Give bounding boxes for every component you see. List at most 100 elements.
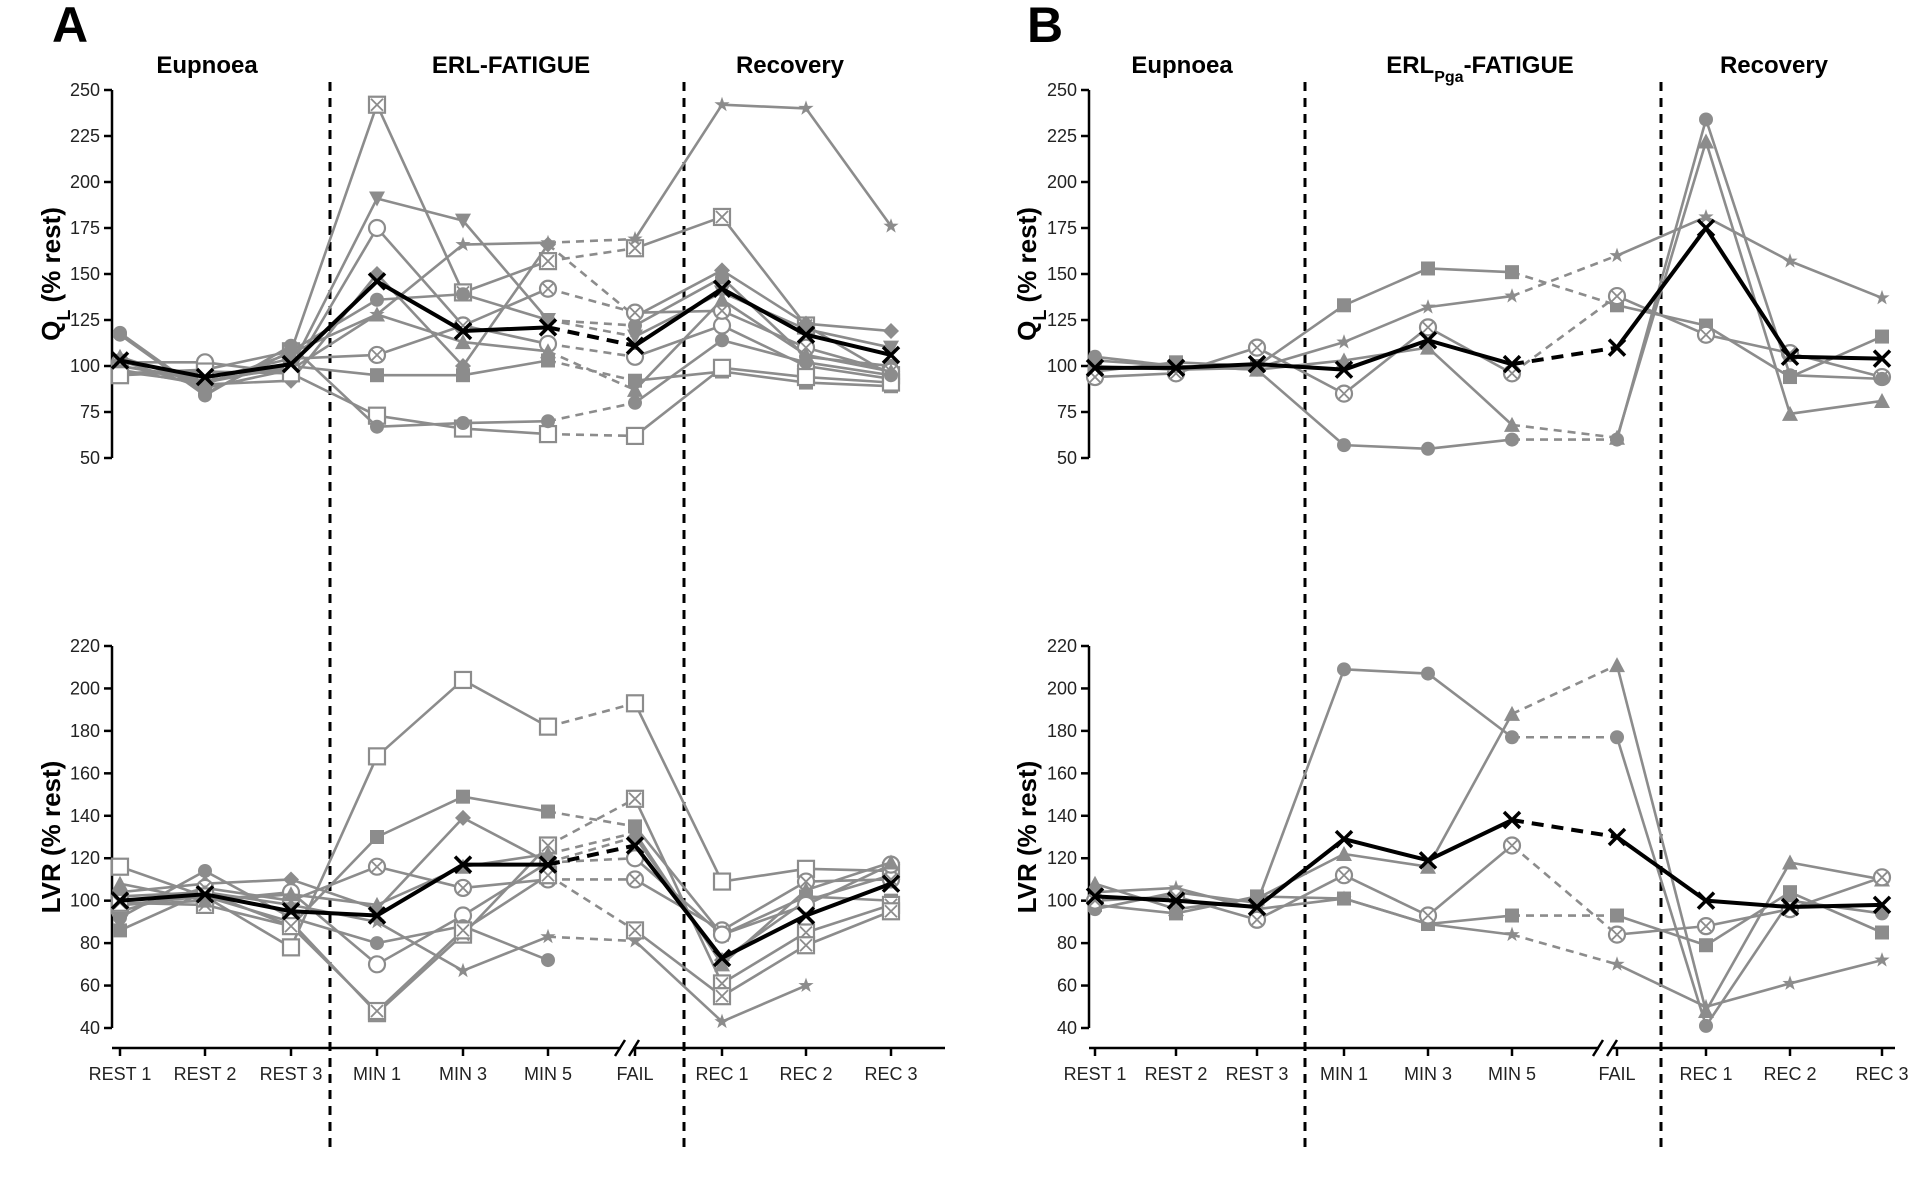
- panel-A-x-tick-label: REST 1: [89, 1064, 152, 1084]
- panel-A-bottom-series-9-segment: [119, 882, 206, 902]
- panel-A-bottom-series-3-point: [625, 870, 645, 889]
- panel-A-x-tick-label: MIN 5: [524, 1064, 572, 1084]
- panel-A-phase-label: Eupnoea: [156, 52, 258, 79]
- panel-A-top-series-3-segment: [634, 324, 723, 359]
- panel-A-top-series-1-point: [627, 231, 643, 246]
- panel-B-bottom-series-4-segment: [1256, 874, 1345, 921]
- panel-A-bottom-series-9-point: [883, 854, 899, 870]
- panel-A-bottom-series-8-segment: [376, 929, 464, 1012]
- panel-A-bottom-series-1-point: [456, 789, 470, 804]
- panel-A-top-series-4-point: [798, 315, 814, 332]
- panel-A-bottom-series-1-segment: [462, 795, 549, 813]
- panel-A-top-series-2-point: [883, 340, 899, 356]
- panel-A-bottom-series-8-point: [881, 902, 901, 921]
- panel-A-top-series-1-point: [798, 100, 814, 115]
- panel-A-top-series-6-point: [367, 345, 387, 365]
- panel-B-top-series-2-segment: [1427, 346, 1513, 426]
- panel-A-top-series-6-segment: [634, 309, 723, 314]
- panel-B-bottom-series-4-point: [1334, 866, 1354, 885]
- panel-A-bottom-plot: 40 60 80 100 120 140 160 180 200 220 LVR (% rest): [36, 636, 901, 1038]
- panel-B-top-series-1: [1087, 209, 1890, 377]
- panel-A-bottom-series-3-point: [367, 857, 387, 876]
- panel-B-bottom-series-4-point: [1696, 917, 1716, 936]
- panel-A-top-series-3-point: [712, 316, 732, 335]
- panel-B-top-mean-point: [1502, 354, 1522, 374]
- panel-A-top-series-4-segment: [461, 243, 550, 367]
- panel-B-top-series-4-segment: [1094, 355, 1177, 368]
- panel-B-top-mean-series: [1085, 218, 1892, 379]
- panel-A-bottom-series-6-segment: [462, 935, 549, 972]
- panel-A-bottom-series-3-segment: [462, 878, 549, 890]
- panel-B-axis-break: [1591, 1039, 1619, 1057]
- panel-A-bottom-series-5-point: [198, 863, 212, 878]
- panel-A-top-series-3-segment: [376, 227, 464, 327]
- panel-A-bottom-series-9-segment: [204, 893, 292, 902]
- panel-B-bottom-mean-point: [1418, 851, 1438, 870]
- panel-B-bottom-series-1-point: [1782, 854, 1798, 870]
- panel-A-top-series-0-point: [367, 95, 387, 114]
- panel-A-bottom-series-4-segment: [547, 856, 636, 864]
- panel-B-top-series-4-point: [1610, 432, 1624, 447]
- panel-A-top-series-1: [112, 96, 899, 395]
- panel-A-bottom-series-7-segment: [376, 933, 464, 1015]
- panel-B-top-series-0-segment: [1343, 267, 1429, 307]
- panel-A-x-tick-label: MIN 1: [353, 1064, 401, 1084]
- panel-B-bottom-mean-point: [1085, 887, 1105, 906]
- panel-B-top-series-2-segment: [1789, 399, 1883, 416]
- panel-B-bottom-y-tick-label: 80: [1057, 933, 1077, 953]
- panel-A-top-series-4-point: [883, 323, 899, 340]
- panel-B-top-series-1-point: [1420, 299, 1436, 314]
- panel-A-bottom-mean-point: [796, 906, 816, 925]
- panel-B-top-series-4-point: [1699, 112, 1713, 127]
- panel-A-top-mean-point: [110, 351, 130, 370]
- panel-A-bottom-series-3-point: [453, 878, 473, 898]
- panel-A-bottom-series-5-segment: [290, 916, 378, 945]
- panel-B-bottom-series-4-point: [1607, 925, 1627, 944]
- panel-B-bottom-y-tick-label: 200: [1047, 678, 1077, 698]
- panel-B-top-y-tick-label: 250: [1047, 80, 1077, 100]
- panel-B-bottom-series-1-point: [1609, 657, 1625, 673]
- panel-A-top-series-8-segment: [805, 381, 892, 388]
- panel-A-top-mean-series-segment: [462, 325, 549, 334]
- panel-B-top-series-4-segment: [1256, 368, 1345, 447]
- panel-A-top-series-4-segment: [547, 243, 636, 318]
- panel-A-top-series-2-segment: [462, 219, 549, 321]
- panel-B-bottom-y-tick-label: 60: [1057, 976, 1077, 996]
- panel-A-top-mean-series-segment: [633, 287, 724, 348]
- panel-B-top-mean-point: [1085, 358, 1105, 378]
- panel-B-bottom-series-3-point: [1874, 952, 1890, 967]
- panel-B-top-series-1-segment: [1511, 254, 1618, 298]
- panel-B-bottom-mean-series-segment: [1094, 894, 1177, 903]
- panel-A-top-series-7-segment: [634, 298, 723, 391]
- panel-A-top-series-8-segment: [290, 364, 378, 377]
- panel-A-bottom-series-8-segment: [634, 929, 723, 998]
- panel-B-bottom-series-3-segment: [1343, 897, 1429, 926]
- panel-B-bottom-mean-series-segment: [1255, 837, 1346, 909]
- panel-A-bottom-series-8-point: [712, 987, 732, 1006]
- panel-B-phase-label: ERLPga-FATIGUE: [1386, 52, 1574, 86]
- panel-B-bottom-series-1-point: [1698, 1003, 1714, 1019]
- panel-A-top-series-8-segment: [204, 364, 292, 384]
- panel-A-bottom-mean-series-segment: [119, 892, 206, 903]
- panel-A-top-series-6-point: [712, 301, 732, 320]
- panel-A-top-series-9-point: [538, 424, 558, 444]
- panel-B-top-y-tick-label: 75: [1057, 402, 1077, 422]
- panel-B-top-mean-point: [1780, 347, 1800, 367]
- panel-A-bottom-series-0-segment: [204, 895, 292, 949]
- panel-B-bottom-y-tick-label: 120: [1047, 848, 1077, 868]
- panel-A-top-series-8-segment: [547, 359, 636, 382]
- panel-A-top-y-tick-label: 175: [70, 218, 100, 238]
- panel-A-top-series-8-segment: [634, 370, 723, 383]
- panel-A-top-series-5-segment: [119, 331, 206, 395]
- panel-B-top-y-axis-label: QL (% rest): [1012, 207, 1050, 341]
- panel-A-bottom-series-1-point: [370, 830, 384, 844]
- panel-A-top-series-10-point: [198, 388, 212, 403]
- panel-A-top-series-9-point: [625, 426, 645, 446]
- panel-B-top-series-3-point: [1334, 384, 1354, 403]
- panel-B-top-series-2-segment: [1511, 423, 1618, 440]
- panel-B-x-tick-label: MIN 5: [1488, 1064, 1536, 1084]
- panel-A-top-series-1-segment: [376, 243, 464, 316]
- panel-A-top-series-6-segment: [721, 309, 807, 349]
- panel-A-bottom-series-9-point: [627, 824, 643, 840]
- panel-B-top-mean-series-segment: [1343, 338, 1429, 372]
